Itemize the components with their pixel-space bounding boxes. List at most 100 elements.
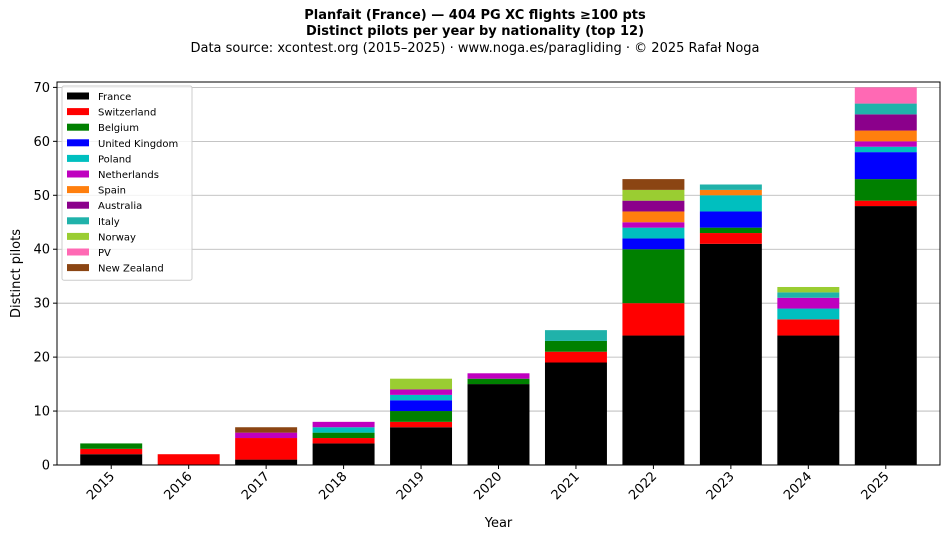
bar-segment bbox=[854, 152, 917, 180]
legend-label: Poland bbox=[98, 154, 131, 165]
x-tick-label: 2019 bbox=[394, 469, 428, 503]
bar-segment bbox=[699, 184, 762, 190]
bar-segment bbox=[544, 340, 607, 352]
bar-segment bbox=[235, 427, 298, 433]
bar-segment bbox=[622, 179, 685, 190]
legend-swatch bbox=[67, 108, 89, 116]
y-tick-label: 30 bbox=[33, 297, 50, 312]
chart-source-line: Data source: xcontest.org (2015–2025) · … bbox=[190, 41, 760, 56]
bar-segment bbox=[312, 432, 375, 439]
bar-segment bbox=[312, 427, 375, 433]
y-tick-label: 40 bbox=[33, 243, 50, 258]
legend-label: Australia bbox=[98, 201, 142, 212]
bar-segment bbox=[622, 222, 685, 228]
bar-segment bbox=[235, 459, 298, 465]
legend-swatch bbox=[67, 186, 89, 194]
x-axis-label: Year bbox=[484, 516, 513, 531]
legend-swatch bbox=[67, 154, 89, 162]
bar-segment bbox=[312, 443, 375, 465]
y-tick-label: 60 bbox=[33, 135, 50, 150]
bar-segment bbox=[80, 448, 143, 455]
title-block: Planfait (France) — 404 PG XC flights ≥1… bbox=[0, 8, 950, 57]
bar-segment bbox=[777, 335, 840, 465]
bar-segment bbox=[157, 454, 220, 465]
legend-label: Italy bbox=[98, 217, 120, 228]
legend-label: Switzerland bbox=[98, 108, 156, 119]
legend-label: New Zealand bbox=[98, 264, 164, 275]
bar-segment bbox=[390, 421, 453, 428]
bar-segment bbox=[235, 438, 298, 460]
bar-segment bbox=[854, 146, 917, 153]
x-tick-label: 2015 bbox=[84, 469, 118, 503]
bar-segment bbox=[854, 179, 917, 201]
bar-segment bbox=[390, 427, 453, 465]
legend-box bbox=[61, 85, 193, 281]
x-tick-label: 2021 bbox=[549, 469, 583, 503]
legend-label: United Kingdom bbox=[98, 139, 178, 150]
bar-segment bbox=[390, 378, 453, 390]
x-tick-label: 2020 bbox=[471, 469, 505, 503]
y-tick-label: 10 bbox=[33, 405, 50, 420]
bar-segment bbox=[699, 195, 762, 212]
bar-segment bbox=[699, 243, 762, 465]
x-tick-label: 2017 bbox=[239, 469, 273, 503]
bar-segment bbox=[854, 130, 917, 142]
legend-label: Spain bbox=[98, 186, 126, 197]
bar-segment bbox=[777, 292, 840, 298]
legend-swatch bbox=[67, 217, 89, 225]
y-tick-label: 20 bbox=[33, 351, 50, 366]
legend-label: Netherlands bbox=[98, 170, 159, 181]
legend-swatch bbox=[67, 139, 89, 147]
bar-segment bbox=[622, 227, 685, 239]
bar-segment bbox=[622, 200, 685, 212]
bar-segment bbox=[622, 189, 685, 201]
bar-segment bbox=[467, 373, 530, 379]
legend-swatch bbox=[67, 201, 89, 209]
legend-label: PV bbox=[98, 248, 111, 259]
bar-segment bbox=[777, 319, 840, 336]
bar-segment bbox=[390, 400, 453, 412]
bar-segment bbox=[544, 330, 607, 341]
x-tick-label: 2016 bbox=[161, 469, 195, 503]
bar-segment bbox=[699, 189, 762, 196]
bar-segment bbox=[854, 141, 917, 147]
bar-segment bbox=[777, 308, 840, 320]
bar-segment bbox=[854, 206, 917, 465]
bar-segment bbox=[622, 303, 685, 336]
bar-segment bbox=[544, 351, 607, 363]
bar-segment bbox=[390, 389, 453, 395]
legend-swatch bbox=[67, 264, 89, 272]
legend-swatch bbox=[67, 123, 89, 131]
bar-segment bbox=[390, 411, 453, 422]
bar-segment bbox=[622, 249, 685, 304]
bar-segment bbox=[777, 286, 840, 293]
x-tick-label: 2023 bbox=[704, 469, 738, 503]
y-axis-label: Distinct pilots bbox=[9, 229, 24, 318]
legend-label: France bbox=[98, 92, 131, 103]
bar-segment bbox=[777, 297, 840, 309]
bar-segment bbox=[235, 432, 298, 439]
chart-subtitle-bold: Distinct pilots per year by nationality … bbox=[305, 24, 645, 39]
bar-segment bbox=[622, 335, 685, 465]
bar-segment bbox=[854, 87, 917, 104]
bar-segment bbox=[622, 238, 685, 250]
legend-label: Norway bbox=[98, 232, 136, 243]
x-tick-label: 2018 bbox=[316, 469, 350, 503]
legend-swatch bbox=[67, 248, 89, 256]
bar-segment bbox=[622, 211, 685, 223]
legend-swatch bbox=[67, 170, 89, 178]
y-tick-label: 50 bbox=[33, 189, 50, 204]
bar-segment bbox=[699, 233, 762, 244]
bar-segment bbox=[312, 438, 375, 444]
x-tick-label: 2025 bbox=[859, 469, 893, 503]
bar-segment bbox=[467, 378, 530, 385]
legend-swatch bbox=[67, 232, 89, 240]
bar-segment bbox=[699, 227, 762, 234]
y-tick-label: 70 bbox=[33, 81, 50, 96]
bar-segment bbox=[854, 103, 917, 115]
bar-segment bbox=[80, 443, 143, 449]
bar-segment bbox=[854, 114, 917, 131]
bar-segment bbox=[467, 384, 530, 465]
bar-segment bbox=[854, 200, 917, 207]
